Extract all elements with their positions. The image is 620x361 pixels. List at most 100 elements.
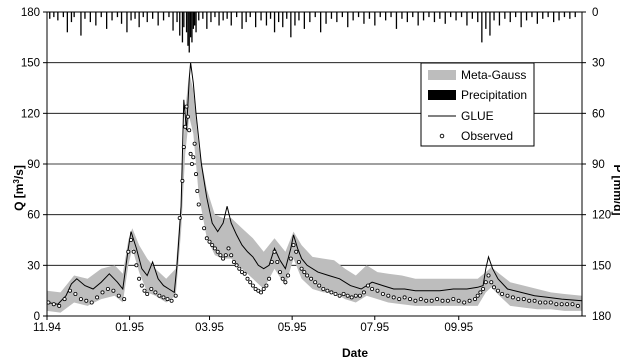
observed-point [184, 104, 189, 109]
precipitation-bar [290, 12, 292, 38]
precipitation-bar [130, 12, 132, 21]
observed-point [223, 253, 228, 258]
observed-point [277, 270, 282, 275]
right-tick-label: 90 [592, 159, 605, 171]
observed-point [386, 293, 391, 298]
precipitation-bar [100, 12, 102, 18]
precipitation-bar [485, 12, 487, 29]
observed-point [134, 263, 139, 268]
precipitation-bar [309, 12, 311, 23]
left-tick-label: 0 [34, 311, 40, 323]
observed-point [250, 283, 255, 288]
observed-point [207, 239, 212, 244]
observed-point [239, 270, 244, 275]
observed-point [349, 295, 354, 300]
precipitation-bar [210, 12, 212, 23]
observed-point [341, 291, 346, 296]
legend-swatch-observed [439, 133, 445, 139]
precipitation-bar [298, 12, 300, 21]
observed-point [554, 302, 559, 307]
precipitation-bar [374, 12, 376, 26]
observed-point [149, 286, 154, 291]
x-axis-ticks: 11.94 01.95 03.95 05.95 07.95 09.95 [33, 316, 473, 334]
precipitation-bar [439, 12, 441, 19]
observed-point [195, 188, 200, 193]
precipitation-bar [563, 12, 566, 18]
observed-point [261, 286, 266, 291]
observed-point [100, 290, 105, 295]
precipitation-bar [330, 12, 333, 19]
precipitation-bar [368, 12, 371, 19]
observed-point [337, 293, 342, 298]
precipitation-bar [95, 12, 97, 26]
precipitation-bar [80, 12, 82, 36]
observed-point [153, 290, 158, 295]
glue-line [46, 62, 583, 305]
observed-point [199, 215, 204, 220]
precipitation-bar [493, 12, 495, 21]
legend-label-precipitation: Precipitation [461, 88, 527, 102]
precipitation-bar [481, 12, 483, 43]
observed-point [145, 291, 150, 296]
observed-point [181, 145, 186, 150]
observed-point [435, 297, 440, 302]
observed-point [126, 249, 131, 254]
x-tick-label: 01.95 [115, 322, 144, 334]
observed-point [321, 286, 326, 291]
precipitation-layer [49, 12, 576, 53]
observed-point [221, 256, 226, 261]
observed-point [245, 276, 250, 281]
precipitation-bar [433, 12, 436, 23]
precipitation-bar [176, 12, 178, 23]
precipitation-bar [536, 12, 538, 24]
precipitation-bar [278, 12, 280, 23]
x-tick-label: 11.94 [33, 322, 62, 334]
observed-point [139, 283, 144, 288]
observed-point [242, 271, 247, 276]
observed-point [380, 291, 385, 296]
precipitation-bar [142, 12, 144, 18]
precipitation-bar [73, 12, 75, 18]
observed-point [288, 256, 293, 261]
precipitation-bar [352, 12, 354, 21]
precipitation-bar [314, 12, 316, 18]
observed-point [157, 293, 162, 298]
observed-point [317, 283, 322, 288]
observed-point [375, 288, 380, 293]
precipitation-bar [214, 12, 216, 18]
observed-point [475, 293, 480, 298]
observed-points-layer [46, 104, 580, 308]
observed-point [407, 297, 412, 302]
observed-point [451, 297, 456, 302]
legend: Meta-Gauss Precipitation GLUE Observed [420, 62, 535, 147]
precipitation-bar [89, 12, 91, 23]
precipitation-bar [569, 12, 571, 19]
right-tick-label: 30 [592, 58, 605, 70]
observed-point [95, 295, 100, 300]
precipitation-bar [172, 12, 174, 31]
precipitation-bar [126, 12, 128, 33]
observed-point [256, 288, 261, 293]
observed-point [483, 280, 488, 285]
precipitation-bar [489, 12, 491, 36]
observed-point [169, 298, 174, 303]
observed-point [456, 298, 461, 303]
observed-point [188, 151, 193, 156]
precipitation-bar [412, 12, 414, 18]
left-tick-label: 60 [27, 210, 40, 222]
precipitation-bar [194, 12, 196, 26]
left-tick-label: 90 [27, 159, 40, 171]
precipitation-bar [190, 12, 192, 38]
precipitation-bar [245, 12, 247, 23]
observed-point [248, 280, 253, 285]
observed-point [575, 303, 580, 308]
observed-point [500, 291, 505, 296]
precipitation-bar [116, 12, 119, 18]
precipitation-bar [336, 12, 338, 23]
observed-point [218, 253, 223, 258]
precipitation-bar [520, 12, 522, 28]
observed-point [299, 266, 304, 271]
precipitation-bar [236, 12, 238, 18]
precipitation-bar [187, 12, 189, 46]
